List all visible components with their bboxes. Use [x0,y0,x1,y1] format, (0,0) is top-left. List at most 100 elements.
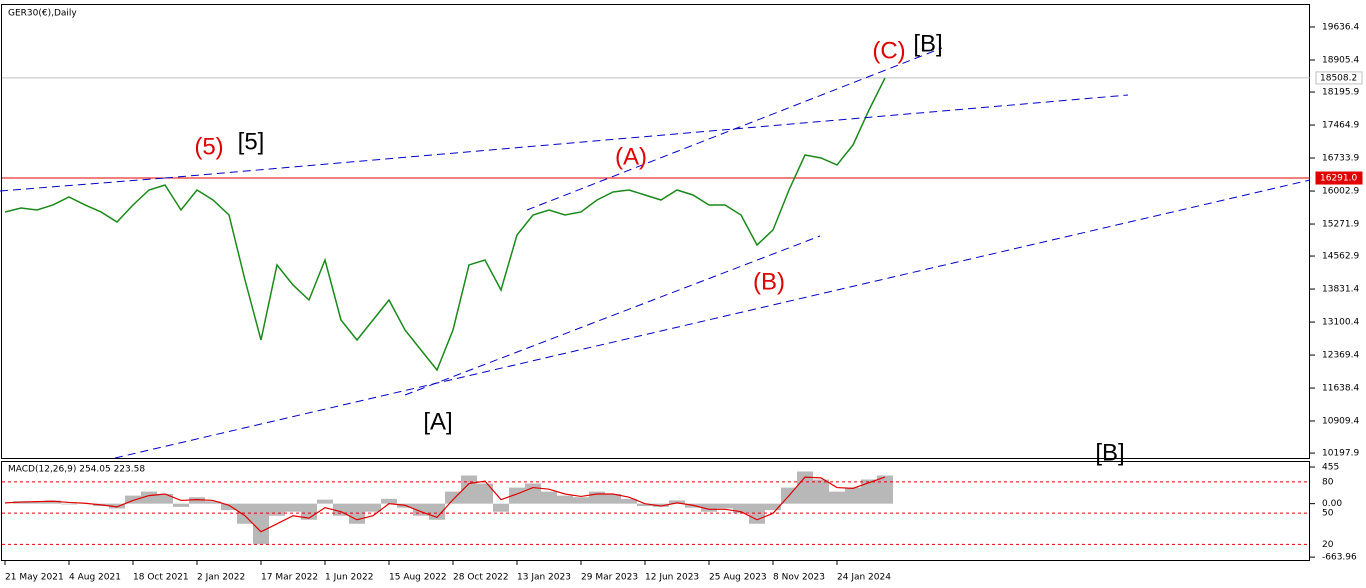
wave-label: (5) [194,133,223,160]
macd-bar [365,503,381,512]
macd-bar [125,495,141,504]
macd-bar [669,500,685,504]
macd-bar [829,491,845,504]
macd-bar [189,497,205,504]
macd-bar [253,503,269,544]
x-tick-label: 25 Aug 2023 [709,573,767,583]
x-tick-label: 17 Mar 2022 [261,573,318,583]
macd-bar [525,483,541,504]
macd-bar [877,475,893,504]
y-tick-label: 10197.9 [1322,449,1359,459]
y-tick-label: 0.00 [1322,499,1342,509]
wave-label: (C) [872,37,905,64]
y-tick-label: 12369.4 [1322,351,1359,361]
macd-bar [317,499,333,504]
macd-bar [445,491,461,504]
macd-bar [285,503,301,512]
macd-bar [541,491,557,504]
macd-bar [637,503,653,507]
macd-bar [509,487,525,504]
y-tick-label: 18195.9 [1322,88,1359,98]
x-tick-label: 28 Oct 2022 [453,573,509,583]
macd-bar [797,471,813,504]
wave-label: (A) [615,143,647,170]
signal-line [4,476,886,533]
trendline [526,47,943,211]
x-tick-label: 21 May 2021 [5,573,64,583]
macd-bar [61,503,77,505]
macd-bar [29,502,45,504]
macd-bar [269,503,285,516]
trendline [114,179,1311,459]
trendline [404,235,821,396]
level-tag [1315,171,1363,185]
macd-bar [157,494,173,504]
y-tick-label: 18905.4 [1322,56,1359,66]
level-tag [1315,71,1363,85]
macd-bar [237,503,253,524]
macd-bar [813,479,829,504]
macd-bar [493,503,509,512]
x-tick-label: 1 Jun 2022 [325,573,373,583]
y-tick-label: 14562.9 [1322,252,1359,262]
wave-label: [A] [423,408,452,435]
macd-bar [173,503,189,507]
x-tick-label: 24 Jan 2024 [837,573,891,583]
macd-bar [589,491,605,504]
y-tick-label: 17464.9 [1322,121,1359,131]
trendline [164,94,1129,179]
x-tick-label: 18 Oct 2021 [133,573,189,583]
macd-bar [205,501,221,504]
macd-bar [861,479,877,504]
macd-bar [845,487,861,504]
macd-bar [653,503,669,507]
macd-bar [733,503,749,514]
level-label: 16291.0 [1320,174,1357,184]
wave-label: (B) [753,268,785,295]
macd-title: MACD(12,26,9) 254.05 223.58 [8,465,145,475]
y-tick-label: 11638.4 [1322,384,1359,394]
y-tick-label: 10909.4 [1322,416,1359,426]
wave-label: [B] [913,30,942,57]
y-tick-label: -663.96 [1322,553,1357,563]
x-tick-label: 4 Aug 2021 [69,573,121,583]
y2-tick-label: 80 [1322,477,1334,487]
trendline [0,177,166,192]
level-label: 18508.2 [1320,73,1357,83]
x-tick-label: 8 Nov 2023 [773,573,825,583]
y-tick-label: 16002.9 [1322,187,1359,197]
macd-panel [1,461,1310,561]
macd-bar [701,503,717,512]
macd-bar [381,498,397,504]
macd-bar [141,491,157,504]
macd-bar [621,498,637,504]
y-tick-label: 19636.4 [1322,23,1359,33]
macd-bar [717,503,733,509]
main-panel [1,4,1310,459]
macd-bar [109,503,125,509]
macd-bar [749,503,765,524]
macd-bar [45,500,61,504]
y2-tick-label: 20 [1322,540,1334,550]
y2-tick-label: 50 [1322,509,1334,519]
y-tick-label: 15271.9 [1322,220,1359,230]
macd-bar [765,503,781,511]
x-tick-label: 13 Jan 2023 [517,573,571,583]
price-line [4,77,886,372]
macd-bar [477,483,493,504]
x-tick-label: 12 Jun 2023 [645,573,699,583]
macd-bar [557,495,573,504]
wave-label: [B] [1095,439,1124,466]
wave-label: [5] [238,128,265,155]
x-tick-label: 2 Jan 2022 [197,573,245,583]
x-tick-label: 15 Aug 2022 [389,573,447,583]
y-tick-label: 16733.9 [1322,154,1359,164]
macd-bar [221,503,237,511]
macd-bar [349,503,365,524]
y-tick-label: 13831.4 [1322,285,1359,295]
macd-bar [605,494,621,504]
macd-bar [573,497,589,504]
y-tick-label: 13100.4 [1322,318,1359,328]
